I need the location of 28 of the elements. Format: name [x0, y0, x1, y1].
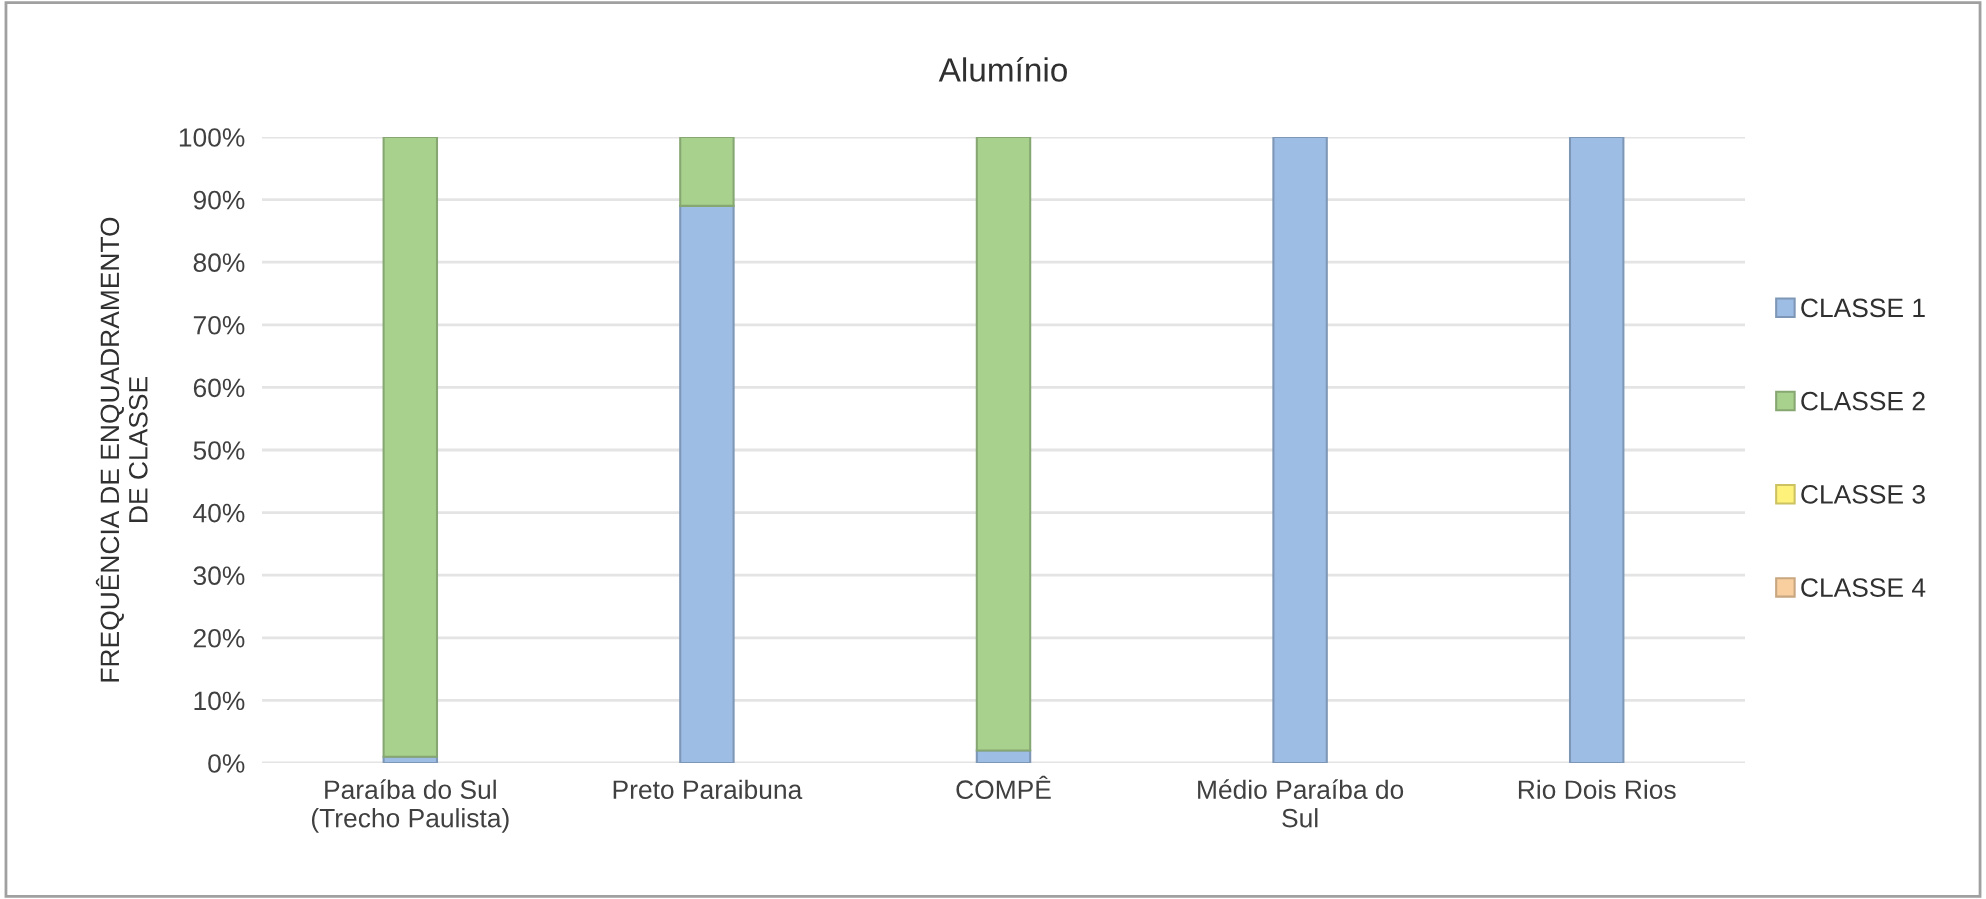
bar — [975, 137, 1032, 752]
x-tick-label: Preto Paraibuna — [613, 779, 803, 800]
y-tick-label: 50% — [193, 441, 245, 460]
y-tick-label: 30% — [193, 566, 245, 586]
y-tick-label: 90% — [193, 190, 245, 210]
y-tick-label: 80% — [193, 253, 245, 273]
bar — [679, 204, 735, 763]
y-tick-label: 10% — [194, 691, 245, 711]
legend-label: CLASSE 3 — [1801, 485, 1925, 504]
legend-label: CLASSE 1 — [1801, 298, 1925, 318]
y-tick-label: 100% — [179, 128, 245, 147]
bar — [1568, 137, 1625, 763]
y-tick-label: 20% — [193, 628, 245, 648]
x-tick-label: COMPÊ — [956, 775, 1051, 800]
bar — [1272, 137, 1328, 763]
y-tick-label: 60% — [193, 378, 245, 398]
y-tick-label: 40% — [193, 503, 245, 523]
x-tick-label: Médio Paraíba do Sul — [1198, 779, 1404, 828]
bar — [382, 137, 439, 758]
y-tick-label: 70% — [193, 315, 245, 335]
legend-label: CLASSE 4 — [1801, 578, 1926, 597]
y-axis-title: FREQUÊNCIA DE ENQUADRAMENTO DE CLASSE — [95, 217, 148, 682]
bar — [679, 137, 735, 207]
legend-label: CLASSE 2 — [1801, 391, 1925, 411]
chart-title: Alumínio — [938, 56, 1067, 82]
x-tick-label: Rio Dois Rios — [1518, 779, 1676, 800]
x-tick-label: Paraíba do Sul (Trecho Paulista) — [311, 779, 509, 833]
y-tick-label: 0% — [208, 754, 245, 773]
